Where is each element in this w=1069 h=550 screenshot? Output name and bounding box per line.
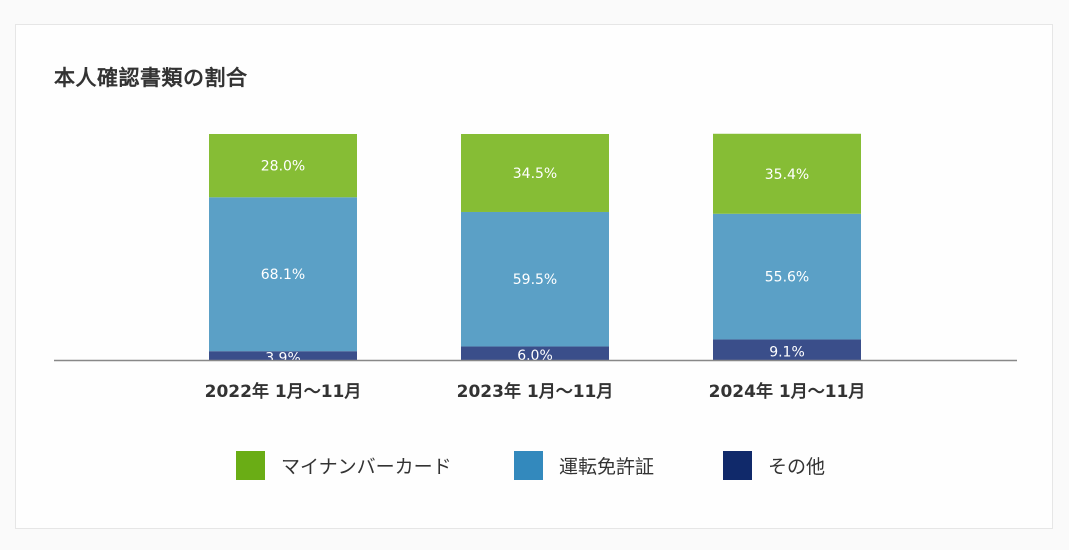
data-label: 6.0% bbox=[517, 348, 553, 364]
legend-item: マイナンバーカード bbox=[236, 451, 452, 480]
legend-swatch bbox=[514, 451, 543, 480]
data-label: 59.5% bbox=[513, 272, 557, 288]
data-label: 35.4% bbox=[765, 167, 809, 183]
legend-label: 運転免許証 bbox=[559, 456, 655, 478]
chart-title: 本人確認書類の割合 bbox=[54, 66, 248, 90]
legend-swatch bbox=[236, 451, 265, 480]
data-label: 28.0% bbox=[261, 159, 305, 175]
x-tick-label: 2024年 1月〜11月 bbox=[709, 381, 866, 402]
bar-segment bbox=[713, 339, 861, 360]
data-label: 9.1% bbox=[769, 345, 805, 361]
data-label: 34.5% bbox=[513, 166, 557, 182]
legend-label: その他 bbox=[768, 456, 826, 478]
bar-segment bbox=[461, 346, 609, 360]
x-tick-label: 2023年 1月〜11月 bbox=[457, 381, 614, 402]
bar-segment bbox=[209, 197, 357, 352]
bar-segment bbox=[461, 134, 609, 212]
legend-label: マイナンバーカード bbox=[281, 456, 452, 478]
bar-segment bbox=[713, 213, 861, 340]
data-label: 68.1% bbox=[261, 267, 305, 283]
legend-swatch bbox=[723, 451, 752, 480]
bar-segment bbox=[209, 351, 357, 360]
legend-item: その他 bbox=[723, 451, 825, 480]
legend-item: 運転免許証 bbox=[514, 451, 654, 480]
bar-segment bbox=[461, 211, 609, 347]
data-label: 55.6% bbox=[765, 270, 809, 286]
bar-segment bbox=[209, 134, 357, 198]
bar-segment bbox=[713, 133, 861, 214]
x-tick-label: 2022年 1月〜11月 bbox=[205, 381, 362, 402]
data-label: 3.9% bbox=[265, 351, 301, 367]
